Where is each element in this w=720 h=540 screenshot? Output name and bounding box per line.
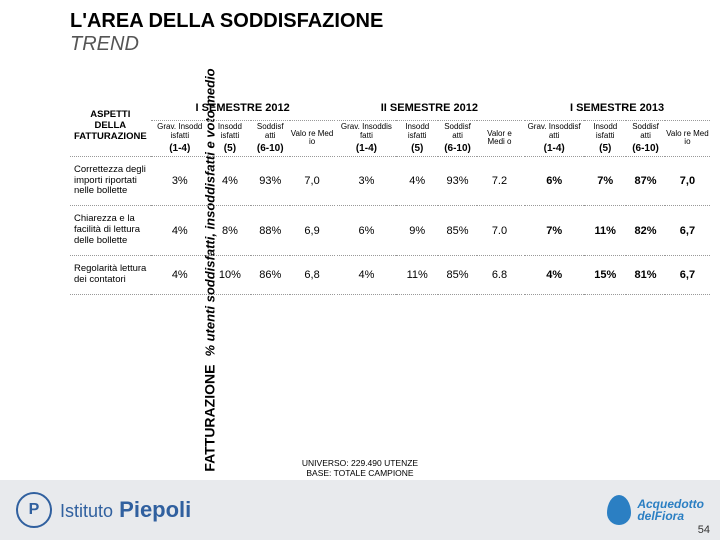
cell: 85% [438, 206, 477, 256]
cell: 93% [438, 156, 477, 206]
cell: 4% [209, 156, 251, 206]
cell: 10% [209, 256, 251, 295]
cell: 6.8 [477, 256, 523, 295]
cell: 6,8 [290, 256, 336, 295]
table-body: Correttezza degli importi riportati nell… [70, 156, 710, 294]
cell: 8% [209, 206, 251, 256]
cell: 4% [151, 256, 209, 295]
aspect-cell: Chiarezza e la facilità di lettura delle… [70, 206, 151, 256]
logo-piepoli: P Istituto Piepoli [16, 492, 191, 528]
page-number: 54 [698, 524, 710, 536]
cell: 7,0 [290, 156, 336, 206]
sub-insod-2: Insodd isfatti(5) [396, 121, 438, 157]
footnote-line1: UNIVERSO: 229.490 UTENZE [302, 458, 418, 468]
cell: 7,0 [665, 156, 710, 206]
semester-1-header: I SEMESTRE 2012 [151, 96, 336, 121]
cell: 11% [584, 206, 626, 256]
cell: 11% [396, 256, 438, 295]
cell: 81% [626, 256, 665, 295]
drop-icon [607, 495, 631, 525]
sub-grav-1: Grav. Insodd isfatti(1-4) [151, 121, 209, 157]
cell: 6% [336, 206, 397, 256]
title-main: L'AREA DELLA SODDISFAZIONE [70, 10, 710, 33]
cell: 7% [584, 156, 626, 206]
cell: 86% [251, 256, 290, 295]
cell: 6,7 [665, 206, 710, 256]
sub-grav-3: Grav. Insoddisf atti(1-4) [523, 121, 584, 157]
cell: 7.0 [477, 206, 523, 256]
data-table: ASPETTI DELLA FATTURAZIONE I SEMESTRE 20… [70, 96, 710, 295]
title-sub: TREND [70, 33, 710, 56]
cell: 93% [251, 156, 290, 206]
sub-voto-3: Valo re Med io [665, 121, 710, 157]
sub-sodd-3: Soddisf atti(6-10) [626, 121, 665, 157]
sub-insod-1: Insodd isfatti(5) [209, 121, 251, 157]
footnote: UNIVERSO: 229.490 UTENZE BASE: TOTALE CA… [0, 458, 720, 478]
semester-3-header: I SEMESTRE 2013 [523, 96, 710, 121]
cell: 4% [151, 206, 209, 256]
cell: 82% [626, 206, 665, 256]
cell: 87% [626, 156, 665, 206]
table-row: Chiarezza e la facilità di lettura delle… [70, 206, 710, 256]
cell: 15% [584, 256, 626, 295]
table-row: Correttezza degli importi riportati nell… [70, 156, 710, 206]
sub-insod-3: Insodd isfatti(5) [584, 121, 626, 157]
acq-text: AcquedottodelFiora [637, 498, 704, 522]
cell: 9% [396, 206, 438, 256]
cell: 85% [438, 256, 477, 295]
logo-acquedotto: AcquedottodelFiora [607, 495, 704, 525]
aspect-cell: Correttezza degli importi riportati nell… [70, 156, 151, 206]
aspect-cell: Regolarità lettura dei contatori [70, 256, 151, 295]
footer: P Istituto Piepoli AcquedottodelFiora [0, 480, 720, 540]
sub-voto-2: Valor e Medi o [477, 121, 523, 157]
cell: 88% [251, 206, 290, 256]
cell: 7.2 [477, 156, 523, 206]
sub-sodd-2: Soddisf atti(6-10) [438, 121, 477, 157]
group-label: FATTURAZIONE [202, 365, 218, 472]
cell: 3% [336, 156, 397, 206]
cell: 3% [151, 156, 209, 206]
sub-sodd-1: Soddisf atti(6-10) [251, 121, 290, 157]
cell: 6% [523, 156, 584, 206]
cell: 6,7 [665, 256, 710, 295]
sub-grav-2: Grav. Insoddis fatti(1-4) [336, 121, 397, 157]
cell: 6,9 [290, 206, 336, 256]
cell: 4% [396, 156, 438, 206]
piepoli-icon: P [16, 492, 52, 528]
cell: 4% [523, 256, 584, 295]
semester-2-header: II SEMESTRE 2012 [336, 96, 524, 121]
sub-voto-1: Valo re Med io [290, 121, 336, 157]
aspect-header: ASPETTI DELLA FATTURAZIONE [70, 96, 151, 156]
main-content: L'AREA DELLA SODDISFAZIONE TREND ASPETTI… [70, 10, 710, 295]
cell: 7% [523, 206, 584, 256]
piepoli-text: Istituto Piepoli [60, 497, 191, 523]
table-row: Regolarità lettura dei contatori 4% 10% … [70, 256, 710, 295]
cell: 4% [336, 256, 397, 295]
footnote-line2: BASE: TOTALE CAMPIONE [306, 468, 413, 478]
